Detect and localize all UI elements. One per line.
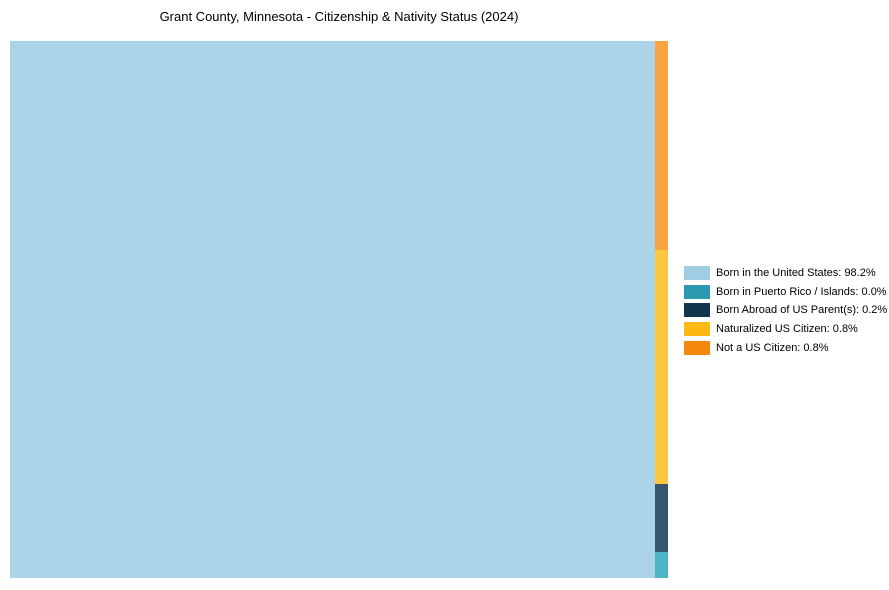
legend: Born in the United States: 98.2% Born in… <box>684 266 887 359</box>
treemap-rect-naturalized-us-citizen <box>655 250 668 484</box>
legend-swatch-born-in-puerto-rico-islands <box>684 284 710 299</box>
legend-label: Born Abroad of US Parent(s): 0.2% <box>716 304 888 317</box>
legend-label: Not a US Citizen: 0.8% <box>716 341 829 354</box>
legend-swatch-naturalized-us-citizen <box>684 322 710 337</box>
legend-swatch-not-a-us-citizen <box>684 340 710 355</box>
treemap-rect-born-abroad-of-us-parents <box>655 484 668 552</box>
treemap-minority-strip <box>655 41 668 578</box>
legend-label: Born in the United States: 98.2% <box>716 267 876 279</box>
legend-label: Born in Puerto Rico / Islands: 0.0% <box>716 285 887 298</box>
treemap-rect-born-in-united-states <box>10 41 655 578</box>
treemap-rect-born-in-puerto-rico-islands <box>655 552 668 578</box>
legend-swatch-born-abroad-of-us-parents <box>684 303 710 318</box>
treemap-rect-not-a-us-citizen <box>655 41 668 250</box>
legend-item-born-in-united-states: Born in the United States: 98.2% <box>684 266 887 280</box>
treemap-plot <box>10 41 668 578</box>
legend-swatch-born-in-united-states <box>684 266 710 280</box>
legend-item-not-a-us-citizen: Not a US Citizen: 0.8% <box>684 340 887 355</box>
legend-item-born-in-puerto-rico-islands: Born in Puerto Rico / Islands: 0.0% <box>684 284 887 299</box>
chart-title: Grant County, Minnesota - Citizenship & … <box>159 9 519 24</box>
legend-item-naturalized-us-citizen: Naturalized US Citizen: 0.8% <box>684 322 887 337</box>
legend-item-born-abroad-of-us-parents: Born Abroad of US Parent(s): 0.2% <box>684 303 888 318</box>
legend-label: Naturalized US Citizen: 0.8% <box>716 323 858 336</box>
